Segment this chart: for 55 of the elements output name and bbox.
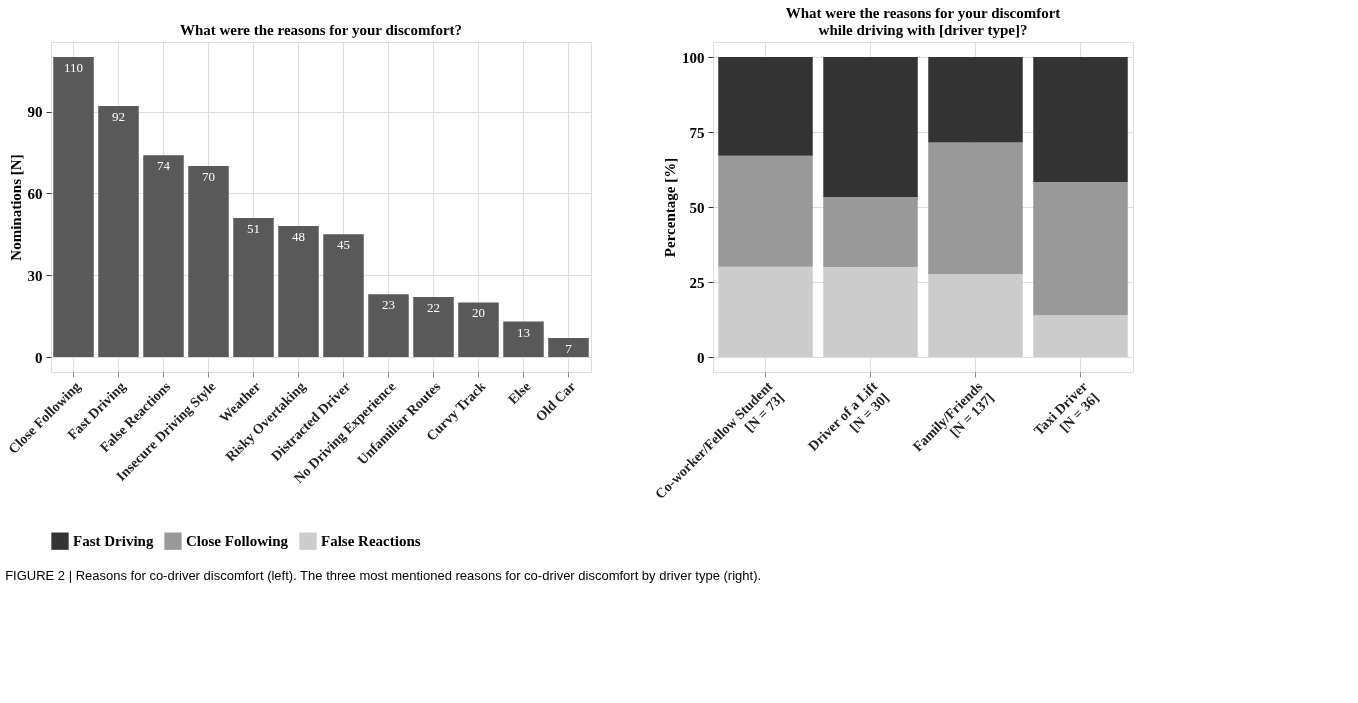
bar [718,266,813,357]
y-tick-label: 100 [682,49,705,66]
bar [928,57,1023,143]
bar [233,217,274,357]
bar [718,155,813,267]
bar [928,142,1023,274]
bar [323,234,364,357]
data-label: 45 [337,237,350,253]
bar [413,297,454,357]
caption: FIGURE 2 | Reasons for co-driver discomfort (left). The three most mentioned reasons for co-driver discomfort by driver type (right). [5,568,762,583]
bar [368,294,409,357]
bar [278,226,319,357]
x-tick-label: Else [505,378,534,407]
legend-label: Fast Driving [73,533,154,550]
y-tick-label: 30 [27,267,43,284]
bar [98,106,139,357]
data-label: 70 [202,169,215,185]
bar [458,302,499,357]
y-tick-label: 60 [27,185,43,202]
y-tick-label: 0 [697,349,705,366]
chart-title: What were the reasons for your discomfort? [179,22,463,38]
data-label: 110 [63,60,84,75]
y-axis-title: Percentage [%] [662,157,678,258]
y-tick-label: 50 [689,199,705,216]
bar [823,197,918,267]
bar [823,57,918,198]
data-label: 48 [292,229,305,245]
bar [143,155,184,357]
bar [53,57,94,357]
bar [188,166,229,357]
data-label: 51 [247,220,260,236]
y-axis-title: Nominations [N] [7,154,24,261]
bar [823,267,918,357]
x-tick-label: Old Car [532,378,579,425]
data-label: 13 [517,324,530,340]
data-label: 22 [427,300,440,315]
data-label: 23 [382,297,395,313]
legend-label: Close Following [186,533,289,550]
bar [1033,315,1128,357]
data-label: 7 [565,340,573,356]
chart-title: What were the reasons for your discomfort while driving with [driver type]? [785,5,1061,38]
y-tick-label: 75 [689,124,705,141]
data-label: 74 [157,158,171,174]
bar [1033,57,1128,183]
data-label: 92 [112,109,125,125]
bar [1033,182,1128,316]
bar [718,57,813,156]
y-tick-label: 25 [689,274,705,291]
y-tick-label: 0 [35,349,43,366]
y-tick-label: 90 [27,104,43,121]
bar [548,337,589,357]
bar [928,273,1023,357]
bar [503,321,544,357]
legend-label: False Reactions [321,533,421,550]
data-label: 20 [472,305,485,321]
